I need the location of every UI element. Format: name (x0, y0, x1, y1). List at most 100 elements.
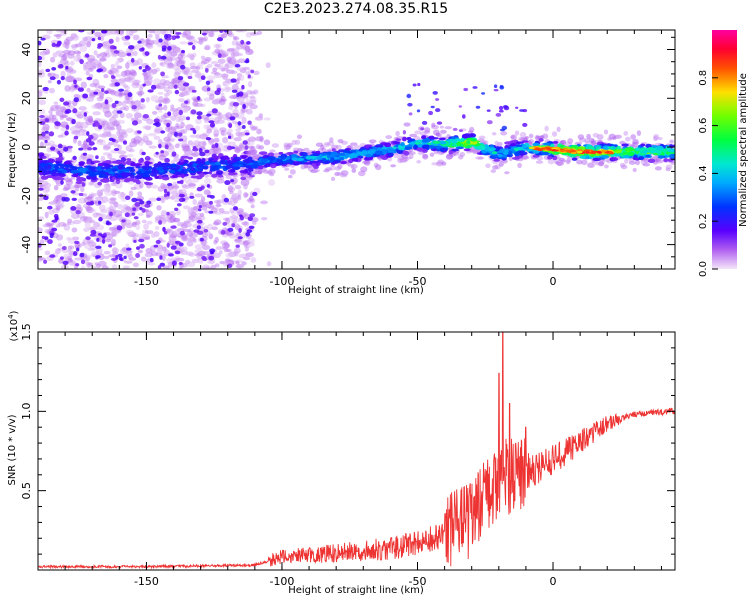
heatmap-cell-34 (189, 62, 196, 67)
heatmap-cell-4151 (111, 177, 117, 180)
heatmap-cell-379 (163, 93, 170, 97)
heatmap-cell-2093 (139, 200, 145, 205)
heatmap-cell-2259 (408, 153, 414, 159)
heatmap-cell-1663 (96, 92, 105, 97)
heatmap-cell-3311 (97, 181, 103, 186)
snr-y-tick-label: 1.0 (20, 403, 33, 421)
heatmap-cell-1649 (57, 243, 62, 247)
heatmap-cell-1890 (161, 47, 167, 52)
heatmap-cell-3178 (150, 172, 158, 177)
heatmap-cell-1558 (113, 210, 123, 218)
heatmap-cell-1715 (237, 121, 242, 126)
heatmap-cell-1661 (104, 185, 110, 192)
heatmap-cell-4156 (42, 160, 50, 164)
heatmap-cell-2035 (174, 89, 180, 95)
heatmap-cell-2579 (632, 167, 637, 173)
heatmap-cell-1549 (147, 77, 153, 84)
heatmap-cell-1637 (183, 70, 189, 75)
heatmap-cell-1861 (171, 260, 177, 266)
heatmap-cell-1655 (229, 190, 234, 195)
heatmap-cell-1337 (156, 106, 164, 111)
heatmap-cell-2841 (438, 137, 446, 141)
heatmap-cell-4380 (407, 102, 413, 107)
heatmap-cell-2640 (368, 139, 377, 144)
heatmap-cell-2307 (413, 135, 421, 141)
heatmap-cell-2250 (330, 176, 336, 182)
heatmap-cell-2548 (566, 157, 572, 163)
heatmap-cell-1577 (197, 62, 204, 67)
heatmap-cell-3557 (132, 178, 140, 183)
heatmap-cell-1859 (208, 120, 215, 124)
heatmap-cell-2917 (211, 173, 218, 178)
heatmap-cell-4382 (498, 109, 504, 113)
heatmap-cell-1103 (151, 62, 157, 68)
heatmap-cell-998 (231, 83, 239, 91)
heatmap-cell-1517 (189, 232, 198, 238)
heatmap-cell-974 (38, 135, 43, 141)
heatmap-cell-1689 (245, 49, 254, 56)
heatmap-cell-4164 (387, 152, 394, 157)
heatmap-cell-1056 (46, 222, 55, 226)
heatmap-cell-3847 (396, 149, 403, 154)
heatmap-cell-946 (171, 235, 177, 242)
heatmap-cell-4212 (258, 162, 266, 165)
spectrogram-frame (37, 29, 676, 270)
heatmap-cell-1038 (38, 216, 45, 221)
heatmap-cell-1050 (185, 259, 191, 264)
heatmap-cell-4189 (440, 147, 448, 152)
heatmap-cell-1444 (245, 31, 253, 38)
heatmap-cell-1342 (245, 71, 250, 76)
heatmap-cell-2097 (44, 130, 49, 134)
heatmap-cell-1453 (57, 221, 67, 227)
heatmap-cell-1860 (241, 84, 245, 90)
heatmap-cell-757 (237, 194, 242, 201)
heatmap-cell-1708 (189, 195, 195, 199)
heatmap-cell-1970 (244, 145, 249, 150)
heatmap-cell-1571 (268, 179, 276, 186)
heatmap-cell-4369 (481, 92, 486, 95)
heatmap-cell-4020 (515, 144, 523, 147)
heatmap-cell-3770 (514, 156, 520, 160)
heatmap-cell-2020 (230, 179, 235, 183)
heatmap-cell-4035 (521, 140, 529, 143)
heatmap-cell-1757 (181, 49, 185, 54)
heatmap-cell-4013 (633, 154, 638, 158)
spectrogram-x-tick-label: 0 (550, 275, 557, 288)
heatmap-cell-1594 (194, 244, 203, 250)
heatmap-cell-3980 (156, 166, 165, 172)
heatmap-cell-1896 (163, 230, 168, 235)
heatmap-cell-1600 (80, 143, 89, 150)
heatmap-cell-4023 (451, 148, 460, 152)
heatmap-cell-979 (163, 136, 171, 143)
heatmap-cell-4112 (300, 151, 308, 157)
heatmap-cell-4131 (226, 164, 232, 169)
heatmap-cell-4110 (230, 169, 236, 173)
heatmap-cell-2816 (262, 169, 269, 174)
heatmap-cell-1170 (222, 242, 230, 249)
heatmap-cell-1350 (55, 34, 61, 40)
heatmap-cell-1356 (231, 194, 238, 201)
heatmap-cell-1259 (75, 131, 81, 137)
heatmap-cell-1815 (248, 225, 255, 229)
heatmap-cell-2065 (82, 93, 89, 99)
heatmap-cell-4179 (56, 163, 64, 166)
heatmap-cell-1727 (51, 227, 58, 232)
heatmap-cell-4190 (492, 151, 498, 154)
heatmap-cell-4075 (348, 153, 358, 159)
heatmap-cell-1787 (57, 150, 61, 155)
heatmap-cell-1618 (180, 102, 188, 108)
heatmap-cell-776 (87, 262, 94, 266)
heatmap-cell-2056 (139, 206, 143, 211)
heatmap-cell-1354 (38, 91, 43, 98)
heatmap-cell-915 (103, 73, 109, 79)
heatmap-cell-3985 (89, 166, 98, 171)
heatmap-cell-2413 (491, 165, 499, 170)
heatmap-cell-1742 (126, 52, 132, 57)
heatmap-cell-788 (197, 141, 207, 147)
heatmap-cell-2611 (273, 152, 280, 157)
heatmap-cell-4208 (112, 168, 118, 172)
heatmap-cell-1882 (42, 86, 49, 92)
heatmap-cell-3412 (463, 148, 471, 152)
heatmap-cell-3825 (179, 169, 188, 175)
heatmap-cell-1434 (94, 196, 104, 201)
